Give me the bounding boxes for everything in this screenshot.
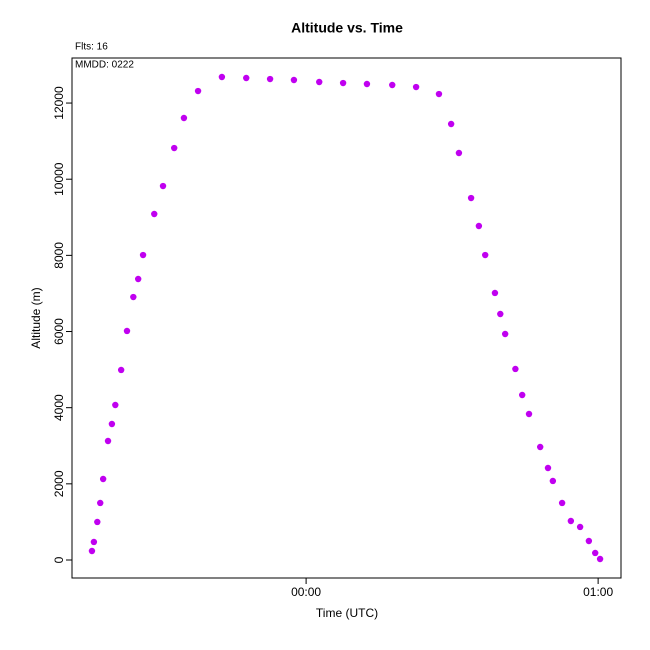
plot-frame <box>71 57 622 579</box>
point <box>363 80 371 88</box>
point <box>549 477 557 485</box>
point <box>180 114 188 122</box>
point <box>97 499 104 507</box>
annotation: MMDD: 0222 <box>75 60 134 71</box>
point <box>88 547 96 555</box>
point <box>117 366 125 374</box>
point <box>501 330 509 338</box>
point <box>558 499 566 507</box>
y-tick-label: 6000 <box>52 318 66 345</box>
point <box>512 365 519 373</box>
point <box>435 90 443 98</box>
point <box>412 83 420 91</box>
point <box>90 538 98 546</box>
y-tick-label: 4000 <box>52 394 66 421</box>
point <box>525 410 533 418</box>
chart-title: Altitude vs. Time <box>291 20 403 36</box>
annotation: Flts: 16 <box>75 42 108 53</box>
x-tick-label: 01:00 <box>583 585 613 599</box>
point <box>467 194 475 202</box>
point <box>218 73 226 81</box>
point <box>104 437 112 445</box>
point <box>134 275 142 283</box>
point <box>544 464 552 472</box>
x-axis-label: Time (UTC) <box>316 606 378 620</box>
point <box>171 144 178 152</box>
point <box>290 76 298 84</box>
point <box>266 75 274 83</box>
point <box>576 523 584 531</box>
point <box>151 210 158 218</box>
point <box>585 537 593 545</box>
point <box>94 518 101 526</box>
point <box>243 74 250 82</box>
point <box>112 401 119 409</box>
point <box>130 293 137 301</box>
point <box>159 182 167 190</box>
point <box>596 555 604 563</box>
y-tick-label: 2000 <box>52 470 66 497</box>
point <box>389 81 396 89</box>
y-tick-label: 10000 <box>52 162 66 196</box>
y-axis-label: Altitude (m) <box>29 287 43 348</box>
point <box>537 443 544 451</box>
y-tick-label: 0 <box>52 556 66 563</box>
point <box>567 517 575 525</box>
point <box>447 120 455 128</box>
y-tick-label: 12000 <box>52 86 66 120</box>
y-tick-label: 8000 <box>52 242 66 269</box>
point <box>455 149 463 157</box>
point <box>497 310 504 318</box>
point <box>339 79 347 87</box>
point <box>316 78 323 86</box>
point <box>194 87 202 95</box>
point <box>592 549 599 557</box>
point <box>518 391 526 399</box>
point <box>482 251 489 259</box>
point <box>123 327 131 335</box>
x-tick-label: 00:00 <box>291 585 321 599</box>
point <box>108 420 116 428</box>
point <box>491 289 499 297</box>
point <box>139 251 147 259</box>
point <box>99 475 107 483</box>
point <box>475 222 483 230</box>
